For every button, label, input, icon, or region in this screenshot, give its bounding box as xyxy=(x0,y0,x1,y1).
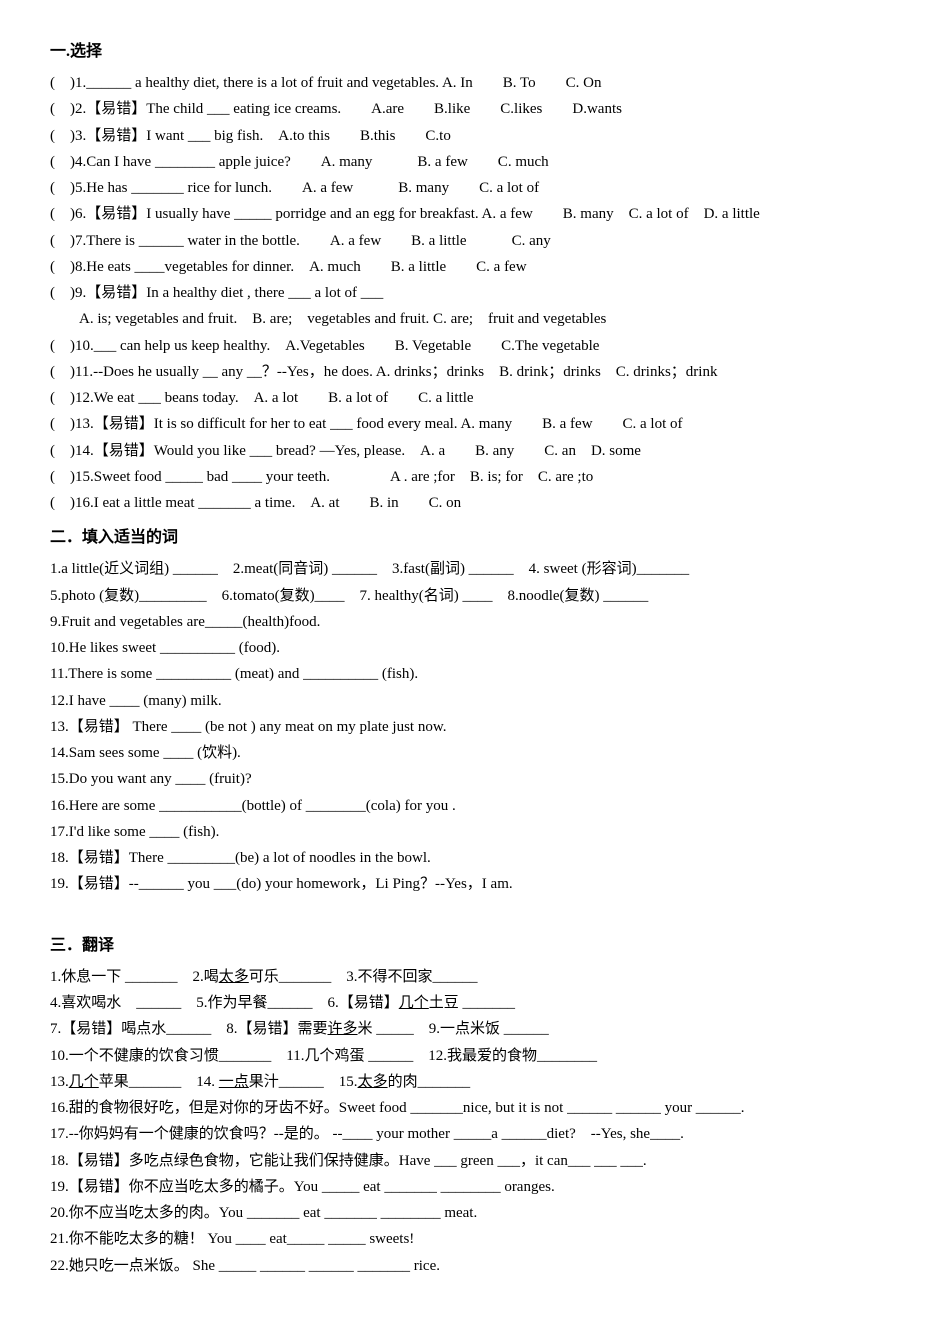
question-item: 18.【易错】There _________(be) a lot of nood… xyxy=(50,845,900,871)
question-item: ( )15.Sweet food _____ bad ____ your tee… xyxy=(50,464,900,490)
question-item: 17.--你妈妈有一个健康的饮食吗？--是的。 --____ your moth… xyxy=(50,1121,900,1147)
question-item: 1.休息一下 _______ 2.喝太多可乐_______ 3.不得不回家___… xyxy=(50,964,900,990)
question-item: 19.【易错】--______ you ___(do) your homewor… xyxy=(50,871,900,897)
question-item: 17.I'd like some ____ (fish). xyxy=(50,819,900,845)
question-item: 13.【易错】 There ____ (be not ) any meat on… xyxy=(50,714,900,740)
section-2-title: 二．填入适当的词 xyxy=(50,524,900,552)
question-item: ( )14.【易错】Would you like ___ bread? —Yes… xyxy=(50,438,900,464)
question-item: 21.你不能吃太多的糖！ You ____ eat_____ _____ swe… xyxy=(50,1226,900,1252)
question-item: 4.喜欢喝水 ______ 5.作为早餐______ 6.【易错】几个土豆 __… xyxy=(50,990,900,1016)
question-item: 19.【易错】你不应当吃太多的橘子。You _____ eat _______ … xyxy=(50,1174,900,1200)
question-item: 12.I have ____ (many) milk. xyxy=(50,688,900,714)
question-item: A. is; vegetables and fruit. B. are; veg… xyxy=(50,306,900,332)
question-item: 18.【易错】多吃点绿色食物，它能让我们保持健康。Have ___ green … xyxy=(50,1148,900,1174)
question-item: 20.你不应当吃太多的肉。You _______ eat _______ ___… xyxy=(50,1200,900,1226)
question-item: 14.Sam sees some ____ (饮料). xyxy=(50,740,900,766)
section-3-body: 1.休息一下 _______ 2.喝太多可乐_______ 3.不得不回家___… xyxy=(50,964,900,1279)
question-item: 13.几个苹果_______ 14. 一点果汁______ 15.太多的肉___… xyxy=(50,1069,900,1095)
question-item: ( )11.--Does he usually __ any __？--Yes，… xyxy=(50,359,900,385)
question-item: ( )1.______ a healthy diet, there is a l… xyxy=(50,70,900,96)
question-item: ( )12.We eat ___ beans today. A. a lot B… xyxy=(50,385,900,411)
question-item: ( )3.【易错】I want ___ big fish. A.to this … xyxy=(50,123,900,149)
question-item: ( )2.【易错】The child ___ eating ice creams… xyxy=(50,96,900,122)
question-item: 16.甜的食物很好吃，但是对你的牙齿不好。Sweet food _______n… xyxy=(50,1095,900,1121)
question-item: 16.Here are some ___________(bottle) of … xyxy=(50,793,900,819)
question-item: ( )10.___ can help us keep healthy. A.Ve… xyxy=(50,333,900,359)
section-1-body: ( )1.______ a healthy diet, there is a l… xyxy=(50,70,900,516)
question-item: 10.一个不健康的饮食习惯_______ 11.几个鸡蛋 ______ 12.我… xyxy=(50,1043,900,1069)
question-item: 1.a little(近义词组) ______ 2.meat(同音词) ____… xyxy=(50,556,900,582)
question-item: ( )16.I eat a little meat _______ a time… xyxy=(50,490,900,516)
question-item: ( )4.Can I have ________ apple juice? A.… xyxy=(50,149,900,175)
question-item: 9.Fruit and vegetables are_____(health)f… xyxy=(50,609,900,635)
question-item: 15.Do you want any ____ (fruit)? xyxy=(50,766,900,792)
question-item: ( )6.【易错】I usually have _____ porridge a… xyxy=(50,201,900,227)
question-item: 5.photo (复数)_________ 6.tomato(复数)____ 7… xyxy=(50,583,900,609)
question-item: 7.【易错】喝点水______ 8.【易错】需要许多米 _____ 9.一点米饭… xyxy=(50,1016,900,1042)
question-item: ( )5.He has _______ rice for lunch. A. a… xyxy=(50,175,900,201)
question-item: ( )13.【易错】It is so difficult for her to … xyxy=(50,411,900,437)
question-item: ( )7.There is ______ water in the bottle… xyxy=(50,228,900,254)
question-item: 11.There is some __________ (meat) and _… xyxy=(50,661,900,687)
question-item: 10.He likes sweet __________ (food). xyxy=(50,635,900,661)
section-2-body: 1.a little(近义词组) ______ 2.meat(同音词) ____… xyxy=(50,556,900,897)
question-item: ( )9.【易错】In a healthy diet , there ___ a… xyxy=(50,280,900,306)
question-item: 22.她只吃一点米饭。 She _____ ______ ______ ____… xyxy=(50,1253,900,1279)
section-1-title: 一.选择 xyxy=(50,38,900,66)
section-3-title: 三．翻译 xyxy=(50,932,900,960)
question-item: ( )8.He eats ____vegetables for dinner. … xyxy=(50,254,900,280)
